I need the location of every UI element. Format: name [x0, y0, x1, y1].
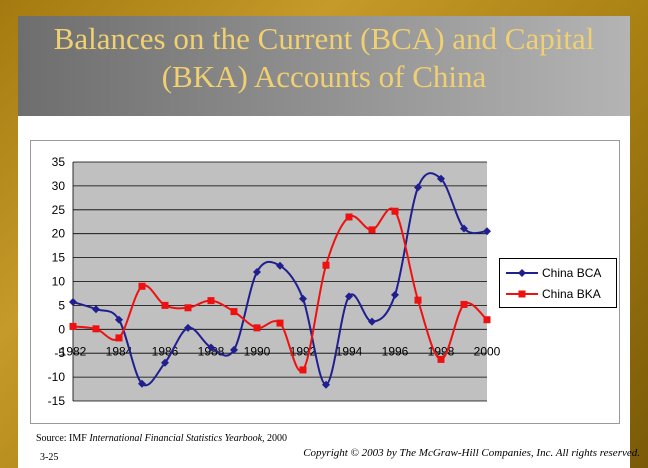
x-tick-label: 2000	[474, 344, 501, 358]
footer-band	[18, 430, 630, 468]
legend-item-bka: China BKA	[500, 286, 616, 302]
y-tick-label: 35	[52, 155, 66, 169]
data-point-bka	[460, 300, 468, 308]
y-tick-label: -10	[48, 370, 66, 384]
slide-title-line2: (BKA) Accounts of China	[161, 59, 487, 94]
slide-title: Balances on the Current (BCA) and Capita…	[18, 20, 630, 96]
legend-marker-bka	[506, 290, 538, 298]
x-tick-label: 1986	[152, 344, 179, 358]
source-note: Source: IMF International Financial Stat…	[36, 433, 287, 444]
slide-title-line1: Balances on the Current (BCA) and Capita…	[53, 21, 595, 56]
data-point-bca	[391, 290, 399, 299]
data-point-bca	[92, 305, 100, 314]
data-point-bka	[253, 324, 261, 332]
legend-label-bca: China BCA	[542, 266, 602, 280]
x-tick-label: 1994	[336, 344, 363, 358]
y-tick-label: 15	[52, 251, 66, 265]
data-point-bca	[161, 358, 169, 367]
data-point-bca	[253, 267, 261, 276]
data-point-bka	[276, 319, 284, 327]
y-tick-label: -15	[48, 394, 66, 408]
data-point-bka	[299, 366, 307, 374]
data-point-bka	[345, 213, 353, 221]
data-point-bca	[460, 224, 468, 233]
data-point-bka	[138, 282, 146, 290]
title-band	[18, 16, 630, 116]
legend-item-bca: China BCA	[500, 265, 616, 281]
y-tick-label: 10	[52, 275, 66, 289]
chart-legend: China BCA China BKA	[499, 258, 617, 308]
data-point-bka	[92, 325, 100, 333]
data-point-bka	[322, 261, 330, 269]
x-tick-label: 1982	[60, 344, 87, 358]
data-point-bca	[138, 379, 146, 388]
data-point-bca	[345, 292, 353, 301]
copyright-notice: Copyright © 2003 by The McGraw-Hill Comp…	[303, 447, 640, 459]
data-point-bca	[322, 380, 330, 389]
data-point-bka	[161, 301, 169, 309]
data-point-bka	[207, 297, 215, 305]
data-point-bca	[207, 343, 215, 352]
source-suffix: 2000	[264, 433, 288, 444]
page-number: 3-25	[40, 452, 59, 463]
data-point-bca	[230, 345, 238, 354]
data-point-bca	[184, 323, 192, 332]
legend-label-bka: China BKA	[542, 287, 601, 301]
data-point-bka	[368, 226, 376, 234]
data-point-bka	[391, 207, 399, 215]
x-tick-label: 1990	[244, 344, 271, 358]
y-tick-label: -5	[54, 346, 65, 360]
source-title: International Financial Statistics Yearb…	[89, 433, 265, 444]
data-point-bca	[414, 183, 422, 192]
legend-marker-bca	[506, 269, 538, 277]
data-point-bca	[276, 261, 284, 270]
data-point-bka	[483, 316, 491, 324]
x-tick-label: 1996	[382, 344, 409, 358]
y-tick-label: 5	[58, 298, 65, 312]
y-tick-label: 25	[52, 203, 66, 217]
data-point-bca	[115, 315, 123, 324]
data-point-bka	[69, 322, 77, 330]
data-point-bca	[483, 227, 491, 236]
data-point-bca	[437, 174, 445, 183]
y-tick-label: 30	[52, 179, 66, 193]
data-point-bka	[230, 308, 238, 316]
data-point-bka	[115, 334, 123, 342]
data-point-bka	[414, 296, 422, 304]
data-point-bka	[437, 355, 445, 363]
data-point-bca	[368, 317, 376, 326]
source-prefix: Source: IMF	[36, 433, 90, 444]
y-tick-label: 0	[58, 322, 65, 336]
data-point-bca	[69, 298, 77, 307]
y-tick-label: 20	[52, 227, 66, 241]
data-point-bka	[184, 304, 192, 312]
data-point-bca	[299, 294, 307, 303]
x-tick-label: 1984	[106, 344, 133, 358]
